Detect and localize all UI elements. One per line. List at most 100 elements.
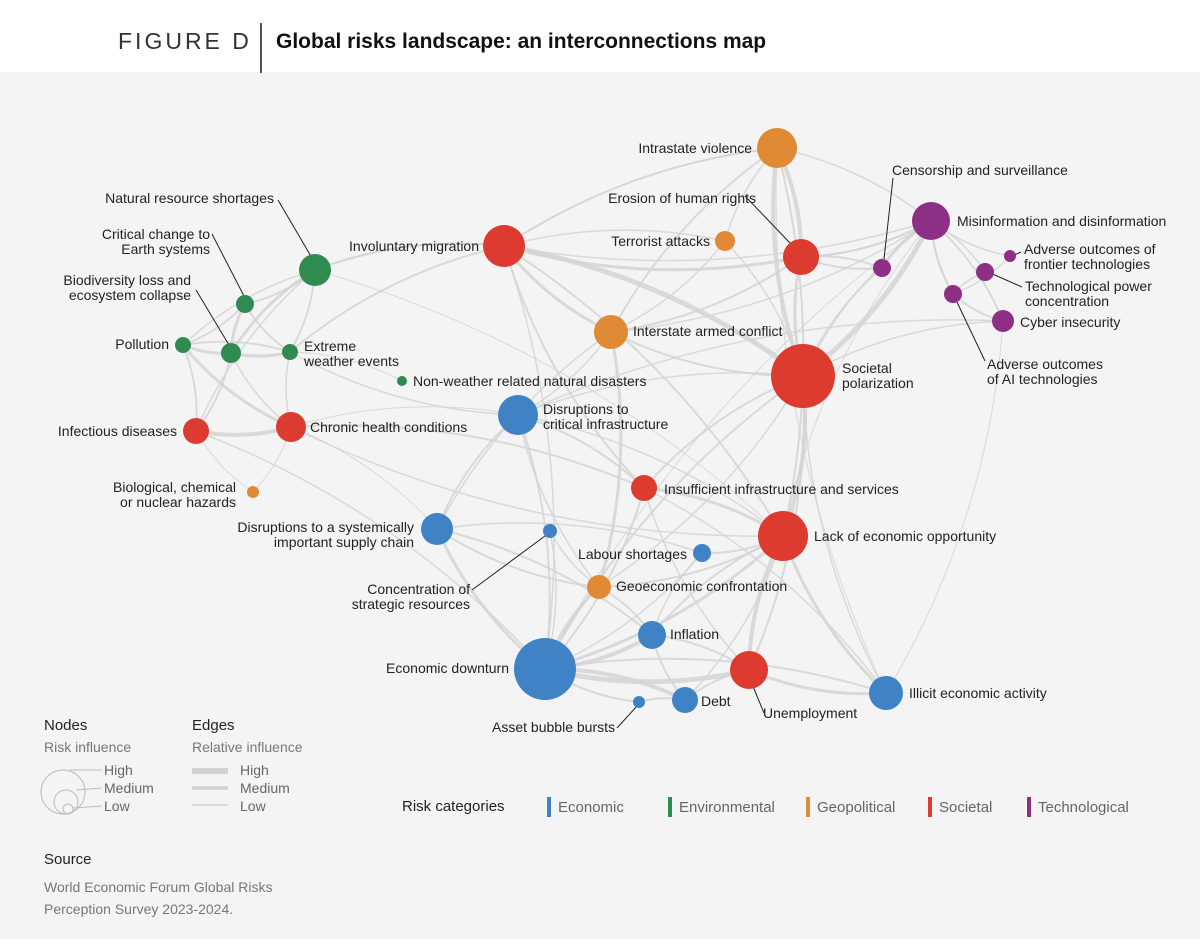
node-label-techpower: Technological power concentration [1025,278,1152,309]
node-label-extreme: Extreme weather events [303,338,399,369]
node-label-line: Debt [701,693,731,709]
node-label-unemployment: Unemployment [763,705,857,721]
legend-edge-high-label: High [240,762,269,778]
node-involuntary [483,225,525,267]
node-biohazards [247,486,259,498]
node-label-critinfra: Disruptions to critical infrastructure [543,401,668,432]
node-label-line: Disruptions to a systemically [237,519,414,535]
edge-misinfo-lackopp [782,220,932,537]
edge-cyber-illicit [885,320,1004,694]
node-geoeconomic [587,575,611,599]
edge-lackopp-illicit [781,535,888,695]
node-terrorist [715,231,735,251]
node-label-line: Pollution [115,336,169,352]
node-label-erosion: Erosion of human rights [608,190,756,206]
node-label-line: weather events [303,353,399,369]
node-label-chronic: Chronic health conditions [310,419,467,435]
category-swatch-technological [1027,797,1031,817]
legend-edges-subtitle: Relative influence [192,739,303,755]
legend-node-low [62,803,74,815]
node-chronic [276,412,306,442]
node-label-frontier: Adverse outcomes of frontier technologies [1024,241,1156,272]
node-extreme [282,344,298,360]
node-labour [693,544,711,562]
node-label-resources: Natural resource shortages [105,190,274,206]
node-misinfo [912,202,950,240]
edge-polarization-downturn [544,375,804,670]
node-label-line: Geoeconomic confrontation [616,578,787,594]
legend-node-high-label: High [104,762,133,778]
category-economic: Economic [547,797,624,817]
node-label-cyber: Cyber insecurity [1020,314,1120,330]
node-cyber [992,310,1014,332]
node-label-line: frontier technologies [1024,256,1150,272]
node-label-nonweather: Non-weather related natural disasters [413,373,646,389]
node-label-line: Concentration of [367,581,470,597]
node-label-line: Disruptions to [543,401,629,417]
node-label-line: concentration [1025,293,1109,309]
edge-intrastate-involuntary [503,147,778,247]
edge-interstate-terrorist [610,240,726,333]
legend-node-medium-label: Medium [104,780,154,796]
edge-critinfra-geoeconomic [517,414,600,588]
category-societal: Societal [928,797,992,817]
node-supplychain [421,513,453,545]
category-swatch-economic [547,797,551,817]
leader-line-censorship [883,177,894,260]
edge-misinfo-interstate [610,220,932,333]
node-label-line: Illicit economic activity [909,685,1047,701]
edge-interstate-intrastate [610,147,778,333]
node-label-aioutcomes: Adverse outcomes of AI technologies [987,356,1103,387]
node-label-intrastate: Intrastate violence [638,140,752,156]
node-label-line: ecosystem collapse [69,287,191,303]
node-lackopp [758,511,808,561]
edge-intrastate-lackopp [776,147,805,537]
node-label-line: Erosion of human rights [608,190,756,206]
node-label-line: Natural resource shortages [105,190,274,206]
node-label-misinfo: Misinformation and disinformation [957,213,1166,229]
edge-earth-extreme [244,303,291,353]
node-frontier [1004,250,1016,262]
legend-node-medium [53,789,79,815]
node-label-line: strategic resources [352,596,470,612]
node-label-line: Societal [842,360,892,376]
risk-categories-title: Risk categories [402,798,505,815]
legend-edge-widths [192,768,228,806]
legend-edge-low-label: Low [240,798,266,814]
node-label-line: Technological power [1025,278,1152,294]
node-label-illicit: Illicit economic activity [909,685,1047,701]
source-line-1: World Economic Forum Global Risks [44,879,273,895]
figure-title: Global risks landscape: an interconnecti… [276,30,767,53]
category-swatch-environmental [668,797,672,817]
node-label-line: polarization [842,375,914,391]
node-nonweather [397,376,407,386]
edge-involuntary-insufficient [503,245,645,489]
node-label-line: Extreme [304,338,356,354]
edge-involuntary-lackopp [503,245,784,537]
node-label-biohazards: Biological, chemical or nuclear hazards [113,479,236,510]
leader-line-aioutcomes [954,297,986,362]
edge-polarization-critinfra [517,372,804,416]
edge-extreme-nonweather [289,351,403,382]
node-debt [672,687,698,713]
edge-infectious-downturn [195,430,546,670]
edge-critinfra-downturn [517,414,551,670]
node-label-earth: Critical change to Earth systems [102,226,210,257]
node-label-censorship: Censorship and surveillance [892,162,1068,178]
node-label-line: of AI technologies [987,371,1098,387]
node-label-lackopp: Lack of economic opportunity [814,528,996,544]
node-label-pollution: Pollution [115,336,169,352]
node-label-line: Chronic health conditions [310,419,467,435]
edge-interstate-geoeconomic [597,331,623,588]
category-swatch-societal [928,797,932,817]
source-text: World Economic Forum Global Risks Percep… [44,876,344,920]
node-label-line: Cyber insecurity [1020,314,1120,330]
leader-lines-layer [195,177,1023,729]
node-label-line: Adverse outcomes [987,356,1103,372]
edge-supplychain-chronic [290,426,438,530]
node-label-concentration: Concentration of strategic resources [352,581,470,612]
category-swatch-geopolitical [806,797,810,817]
edge-extreme-critinfra [289,351,519,416]
edge-polarization-geoeconomic [598,375,804,588]
node-techpower [976,263,994,281]
